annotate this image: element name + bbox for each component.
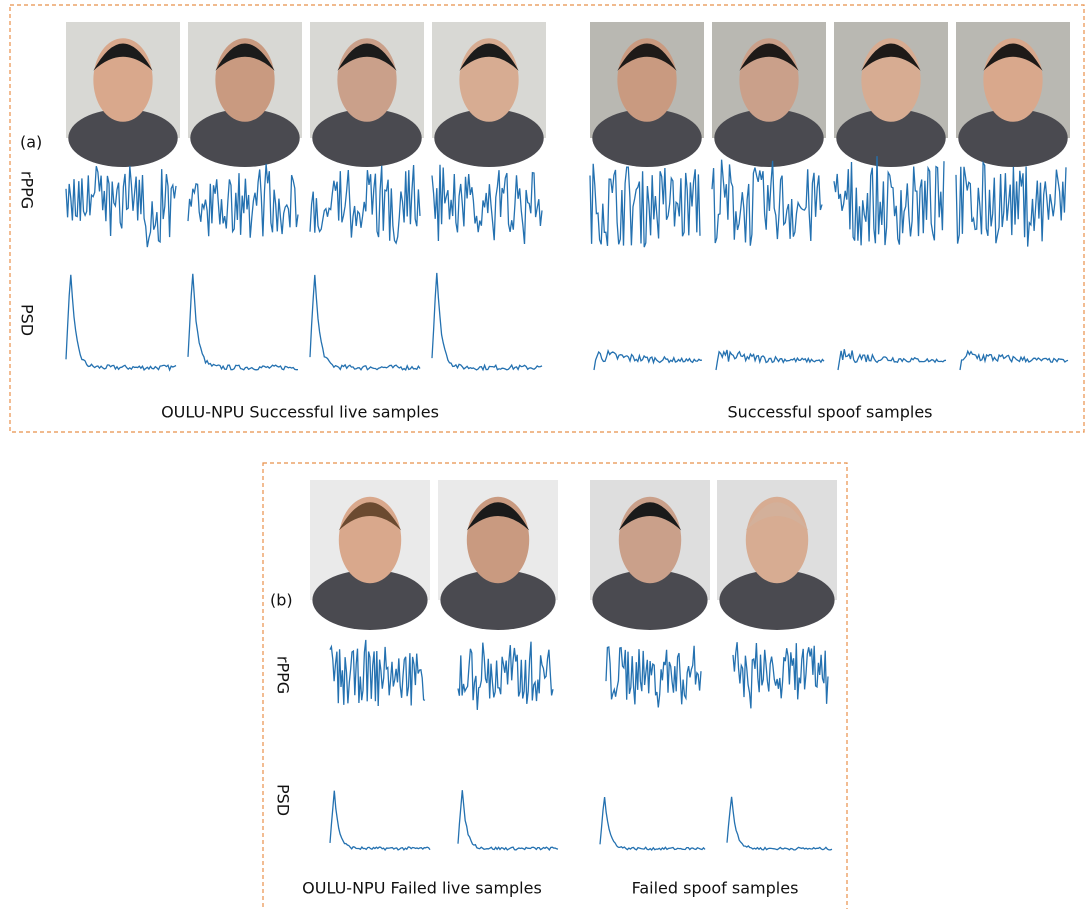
panel-label: (a) — [20, 133, 42, 152]
signal-trace — [594, 351, 702, 370]
caption: Successful spoof samples — [727, 403, 932, 422]
signal-trace — [188, 274, 298, 370]
signal-trace — [733, 642, 828, 708]
signal-trace — [432, 165, 542, 244]
signal-trace — [960, 351, 1068, 370]
row-label: rPPG — [18, 171, 37, 209]
signal-trace — [716, 350, 824, 370]
signal-trace — [66, 166, 176, 247]
row-label: PSD — [274, 784, 293, 816]
signal-trace — [188, 164, 298, 238]
figure: (a) rPPG PSD OULU-NPU Successful live sa… — [0, 0, 1086, 909]
signal-trace — [834, 156, 944, 245]
signal-trace — [600, 797, 705, 850]
page: (a) rPPG PSD OULU-NPU Successful live sa… — [0, 0, 1086, 909]
signal-trace — [712, 160, 822, 246]
row-label: PSD — [18, 304, 37, 336]
signal-trace — [458, 790, 558, 850]
signal-trace — [590, 164, 700, 247]
signal-trace — [727, 797, 832, 850]
signal-trace — [330, 640, 425, 706]
signal-trace — [310, 275, 420, 370]
signal-trace — [310, 165, 420, 243]
signal-trace — [956, 163, 1066, 247]
signal-trace — [838, 349, 946, 370]
row-label: rPPG — [274, 656, 293, 694]
signal-trace — [432, 273, 542, 370]
signal-trace — [606, 646, 701, 708]
signal-trace — [458, 642, 553, 710]
caption: Failed spoof samples — [632, 879, 799, 898]
panel-label: (b) — [270, 591, 293, 610]
caption: OULU-NPU Successful live samples — [161, 403, 439, 422]
caption: OULU-NPU Failed live samples — [302, 879, 542, 898]
signal-trace — [66, 275, 176, 370]
signal-trace — [330, 791, 430, 850]
